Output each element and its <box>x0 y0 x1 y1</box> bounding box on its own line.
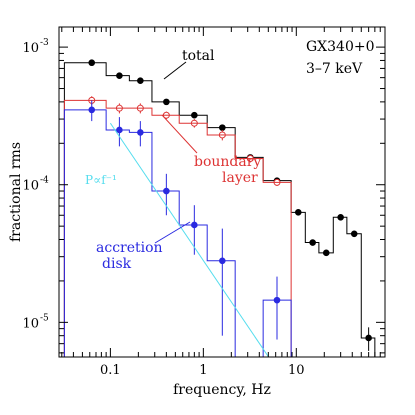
y-tick-label: 10 <box>22 41 39 56</box>
series-2-point <box>273 296 281 304</box>
series-0-point <box>350 230 358 238</box>
series-0-point <box>365 334 372 342</box>
series-2 <box>63 100 292 357</box>
y-tick-label: 10 <box>22 316 39 331</box>
series-0-point <box>163 98 170 106</box>
series-2-point <box>163 187 170 195</box>
total-label: total <box>182 48 215 64</box>
series-2-point <box>219 257 226 265</box>
y-tick-exponent: -4 <box>40 176 49 186</box>
series-1 <box>63 96 292 357</box>
power-law-label: P∝f⁻¹ <box>85 173 117 187</box>
x-axis-label: frequency, Hz <box>173 382 271 398</box>
series-0-point <box>337 213 344 221</box>
accretion-disk-label-line1: accretion <box>96 240 163 256</box>
series-layer <box>63 59 376 357</box>
series-0-point <box>137 77 144 85</box>
y-tick-exponent: -5 <box>40 313 49 323</box>
series-0-point <box>219 124 226 131</box>
series-2-point <box>116 126 123 134</box>
series-2-point <box>191 221 198 229</box>
series-2-step <box>63 109 292 357</box>
x-tick-label: 0.1 <box>100 363 121 378</box>
energy-band-label: 3–7 keV <box>306 61 363 77</box>
series-0 <box>63 59 376 357</box>
y-axis-label: fractional rms <box>8 142 24 242</box>
series-3-line <box>109 122 270 357</box>
tick-layer <box>59 27 386 357</box>
x-tick-label: 10 <box>288 363 305 378</box>
accretion-disk-label-line2: disk <box>102 256 132 272</box>
series-0-point <box>116 72 123 79</box>
series-0-point <box>322 249 330 257</box>
series-1-step <box>63 99 292 357</box>
series-2-point <box>88 106 96 114</box>
total-pointer <box>163 61 187 80</box>
boundary-layer-pointer <box>161 114 198 154</box>
plot-frame <box>58 26 386 358</box>
boundary-layer-label-line2: layer <box>222 170 258 186</box>
accretion-disk-pointer <box>154 221 191 244</box>
y-tick-exponent: -3 <box>40 38 49 48</box>
series-3 <box>109 122 270 357</box>
y-tick-label: 10 <box>22 179 39 194</box>
series-0-step <box>63 62 376 357</box>
x-tick-label: 1 <box>199 363 207 378</box>
series-0-point <box>88 59 96 67</box>
series-0-point <box>309 239 316 246</box>
series-2-point <box>137 129 144 136</box>
series-0-point <box>191 111 198 119</box>
series-0-point <box>294 209 302 216</box>
boundary-layer-label-line1: boundary <box>194 154 261 170</box>
source-name-label: GX340+0 <box>306 39 375 55</box>
